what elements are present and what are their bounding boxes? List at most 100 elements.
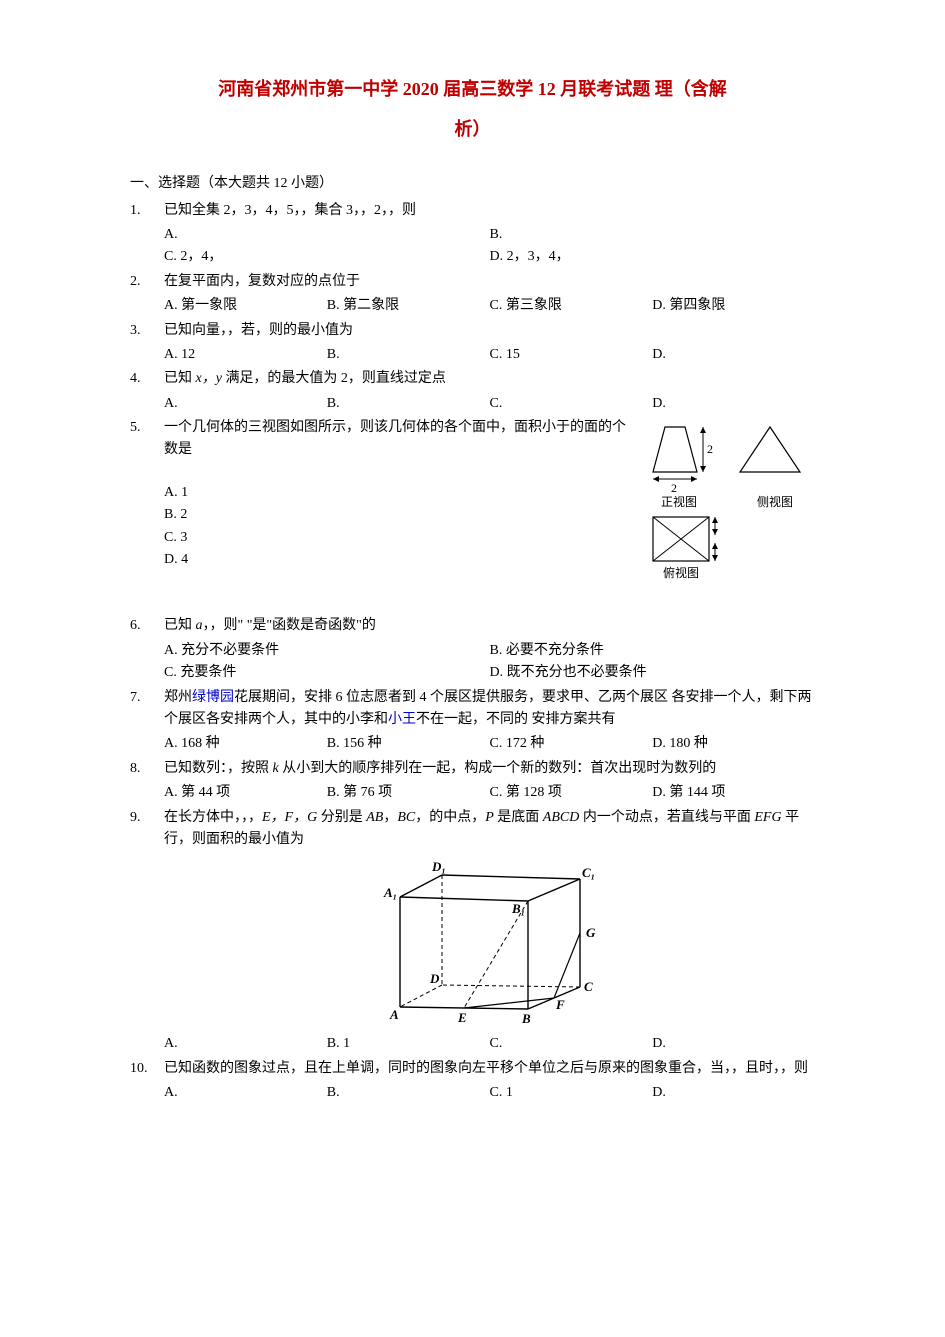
svg-text:E: E xyxy=(457,1010,467,1025)
svg-text:B₁: B₁ xyxy=(511,901,525,916)
svg-text:C₁: C₁ xyxy=(582,865,595,880)
option-a: A. 第一象限 xyxy=(164,295,327,317)
question-number: 8. xyxy=(130,758,164,805)
question-text: 在复平面内，复数对应的点位于 xyxy=(164,271,815,293)
option-b: B. xyxy=(327,393,490,415)
svg-text:D₁: D₁ xyxy=(431,859,446,874)
option-b: B. xyxy=(327,1082,490,1104)
link-xiaowang: 小王 xyxy=(388,712,416,727)
text-prefix: 已知 xyxy=(164,371,196,386)
question-text: 在长方体中，，，E，F，G 分别是 AB，BC，的中点，P 是底面 ABCD 内… xyxy=(164,807,815,852)
p: P xyxy=(485,810,494,825)
svg-text:A₁: A₁ xyxy=(383,885,397,900)
t2: 分别是 xyxy=(317,810,366,825)
svg-text:G: G xyxy=(586,925,596,940)
ab: AB xyxy=(366,810,383,825)
bc: BC xyxy=(397,810,415,825)
option-c: C. xyxy=(490,1033,653,1055)
text-l2c: 不在一起，不同的 xyxy=(416,712,528,727)
question-number: 9. xyxy=(130,807,164,1056)
option-d: D. xyxy=(652,1082,815,1104)
option-b: B. 1 xyxy=(327,1033,490,1055)
option-c: C. 15 xyxy=(490,344,653,366)
question-number: 6. xyxy=(130,615,164,684)
question-4: 4. 已知 x，y 满足，的最大值为 2，则直线过定点 A. B. C. D. xyxy=(130,368,815,415)
dim-label: 2 xyxy=(707,442,713,456)
option-b: B. 2 xyxy=(164,504,627,526)
text-l1c: 花展期间，安排 6 位志愿者到 4 个展区提供服务，要求甲、乙两个展区 xyxy=(234,690,668,705)
option-d: D. 180 种 xyxy=(652,733,815,755)
option-c: C. 第 128 项 xyxy=(490,782,653,804)
question-7: 7. 郑州绿博园花展期间，安排 6 位志愿者到 4 个展区提供服务，要求甲、乙两… xyxy=(130,687,815,756)
option-a: A. 12 xyxy=(164,344,327,366)
text-l3: 安排方案共有 xyxy=(532,712,616,727)
question-3: 3. 已知向量，，若，则的最小值为 A. 12 B. C. 15 D. xyxy=(130,320,815,367)
question-text: 已知数列：，按照 k 从小到大的顺序排列在一起，构成一个新的数列：首次出现时为数… xyxy=(164,758,815,780)
option-d: D. 4 xyxy=(164,549,627,571)
option-d: D. xyxy=(652,393,815,415)
option-a: A. xyxy=(164,1082,327,1104)
option-a: A. 充分不必要条件 xyxy=(164,640,490,662)
option-c: C. 第三象限 xyxy=(490,295,653,317)
c1: ， xyxy=(383,810,397,825)
efg2: EFG xyxy=(754,810,781,825)
text-suffix: 满足，的最大值为 2，则直线过定点 xyxy=(222,371,446,386)
option-d: D. xyxy=(652,1033,815,1055)
var-a: a xyxy=(196,618,203,633)
top-view-label: 俯视图 xyxy=(663,565,699,580)
t4: 是底面 xyxy=(494,810,543,825)
option-b: B. xyxy=(327,344,490,366)
svg-text:B: B xyxy=(521,1011,531,1026)
text-suffix: 从小到大的顺序排列在一起，构成一个新的数列：首次出现时为数列的 xyxy=(279,761,717,776)
question-text: 已知 a，，则" "是"函数是奇函数"的 xyxy=(164,615,815,637)
option-c: C. 3 xyxy=(164,527,627,549)
question-9: 9. 在长方体中，，，E，F，G 分别是 AB，BC，的中点，P 是底面 ABC… xyxy=(130,807,815,1056)
question-number: 2. xyxy=(130,271,164,318)
option-d: D. 2，3，4， xyxy=(490,246,816,268)
question-text: 已知函数的图象过点，且在上单调，同时的图象向左平移个单位之后与原来的图象重合，当… xyxy=(164,1058,815,1080)
title-line2: 析） xyxy=(455,119,491,139)
text-prefix: 已知数列：，按照 xyxy=(164,761,273,776)
option-c: C. 充要条件 xyxy=(164,662,490,684)
front-view-label: 正视图 xyxy=(661,494,697,509)
text-l1a: 郑州 xyxy=(164,690,192,705)
text-suffix: ，，则" "是"函数是奇函数"的 xyxy=(203,618,376,633)
t5: 内一个动点，若直线与平面 xyxy=(579,810,754,825)
option-d: D. xyxy=(652,344,815,366)
option-b: B. 第 76 项 xyxy=(327,782,490,804)
option-d: D. 第 144 项 xyxy=(652,782,815,804)
svg-text:D: D xyxy=(429,971,440,986)
option-b: B. 必要不充分条件 xyxy=(490,640,816,662)
option-c: C. 172 种 xyxy=(490,733,653,755)
var-xy: x，y xyxy=(196,371,222,386)
option-d: D. 既不充分也不必要条件 xyxy=(490,662,816,684)
question-number: 10. xyxy=(130,1058,164,1105)
option-b: B. xyxy=(490,224,816,246)
t3: ，的中点， xyxy=(415,810,485,825)
svg-text:C: C xyxy=(584,979,593,994)
question-text: 一个几何体的三视图如图所示，则该几何体的各个面中，面积小于的面的个数是 xyxy=(164,417,627,462)
option-d: D. 第四象限 xyxy=(652,295,815,317)
question-text: 郑州绿博园花展期间，安排 6 位志愿者到 4 个展区提供服务，要求甲、乙两个展区… xyxy=(164,687,815,732)
title-line1: 河南省郑州市第一中学 2020 届高三数学 12 月联考试题 理（含解 xyxy=(218,79,727,99)
question-number: 5. xyxy=(130,417,164,595)
svg-text:A: A xyxy=(389,1007,399,1022)
abcd: ABCD xyxy=(543,810,580,825)
t1: 在长方体中，，， xyxy=(164,810,262,825)
question-1: 1. 已知全集 2，3，4，5，，集合 3，，2，，则 A. B. C. 2，4… xyxy=(130,200,815,269)
option-b: B. 156 种 xyxy=(327,733,490,755)
question-number: 3. xyxy=(130,320,164,367)
svg-text:F: F xyxy=(555,997,565,1012)
side-view-label: 侧视图 xyxy=(757,494,793,509)
question-2: 2. 在复平面内，复数对应的点位于 A. 第一象限 B. 第二象限 C. 第三象… xyxy=(130,271,815,318)
question-6: 6. 已知 a，，则" "是"函数是奇函数"的 A. 充分不必要条件 B. 必要… xyxy=(130,615,815,684)
question-text: 已知全集 2，3，4，5，，集合 3，，2，，则 xyxy=(164,200,815,222)
link-luboyuan: 绿博园 xyxy=(192,690,234,705)
question-8: 8. 已知数列：，按照 k 从小到大的顺序排列在一起，构成一个新的数列：首次出现… xyxy=(130,758,815,805)
cuboid-figure: D₁ C₁ A₁ B₁ D C A B E F G xyxy=(164,857,815,1027)
option-a: A. 第 44 项 xyxy=(164,782,327,804)
efg: E，F，G xyxy=(262,810,317,825)
option-a: A. xyxy=(164,224,490,246)
option-a: A. 168 种 xyxy=(164,733,327,755)
option-b: B. 第二象限 xyxy=(327,295,490,317)
